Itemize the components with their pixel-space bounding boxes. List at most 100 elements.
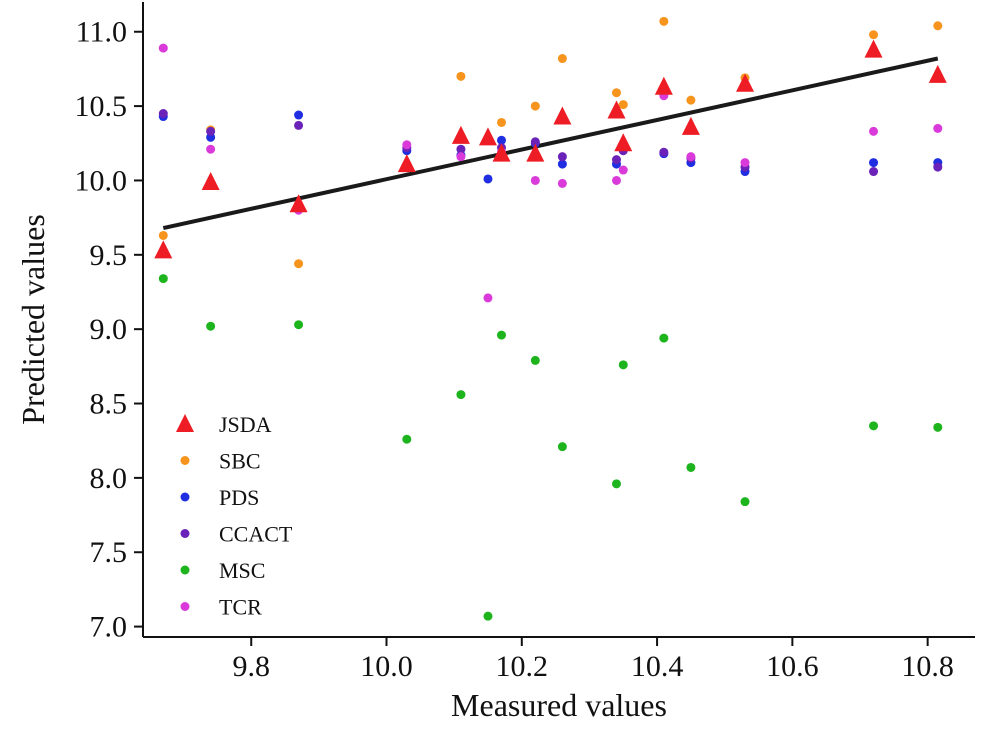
- tcr-point: [158, 43, 168, 53]
- tcr-point: [618, 165, 628, 175]
- legend-label-pds: PDS: [219, 485, 259, 510]
- ccact-point: [557, 152, 567, 162]
- msc-point: [530, 355, 540, 365]
- jsda-point: [654, 76, 673, 95]
- legend-label-tcr: TCR: [219, 595, 262, 620]
- tcr-point: [456, 152, 466, 162]
- legend-label-sbc: SBC: [219, 449, 261, 474]
- jsda-point: [864, 39, 883, 58]
- legend-marker-ccact: [180, 529, 190, 538]
- sbc-point: [158, 230, 168, 240]
- y-tick-label: 7.0: [90, 611, 128, 644]
- msc-point: [294, 320, 304, 330]
- pds-point: [483, 174, 493, 184]
- msc-point: [456, 390, 466, 400]
- sbc-point: [618, 100, 628, 110]
- legend-marker-msc: [180, 565, 190, 575]
- x-tick-label: 10.2: [496, 650, 549, 683]
- msc-point: [740, 497, 750, 507]
- msc-point: [557, 442, 567, 452]
- sbc-point: [933, 21, 943, 31]
- jsda-point: [928, 64, 947, 83]
- legend-label-ccact: CCACT: [219, 522, 293, 547]
- jsda-point: [201, 171, 220, 190]
- series-jsda: [154, 39, 947, 259]
- data-points: [154, 16, 947, 621]
- msc-point: [869, 421, 879, 431]
- jsda-point: [154, 240, 173, 259]
- jsda-point: [736, 73, 755, 92]
- sbc-point: [686, 95, 696, 105]
- pds-point: [497, 135, 507, 145]
- pds-point: [557, 159, 567, 169]
- series-pds: [158, 110, 943, 184]
- legend-label-msc: MSC: [219, 558, 265, 583]
- tcr-point: [740, 158, 750, 168]
- sbc-point: [557, 54, 567, 64]
- ccact-point: [611, 155, 621, 165]
- tcr-point: [933, 123, 943, 133]
- jsda-point: [607, 100, 626, 119]
- jsda-point: [553, 106, 572, 125]
- tcr-point: [611, 175, 621, 185]
- x-tick-label: 10.0: [360, 650, 413, 683]
- tcr-point: [530, 175, 540, 185]
- jsda-point: [526, 143, 545, 162]
- tcr-point: [402, 140, 412, 150]
- sbc-point: [497, 117, 507, 127]
- y-axis-title: Predicted values: [15, 214, 51, 425]
- x-tick-label: 10.8: [901, 650, 954, 683]
- y-tick-label: 10.0: [75, 164, 128, 197]
- y-tick-label: 10.5: [75, 90, 128, 123]
- x-axis-title: Measured values: [451, 687, 667, 723]
- msc-point: [618, 360, 628, 370]
- msc-point: [611, 479, 621, 489]
- y-tick-label: 8.5: [90, 388, 128, 421]
- series-msc: [158, 274, 943, 621]
- sbc-point: [530, 101, 540, 111]
- msc-point: [659, 333, 669, 343]
- tcr-point: [557, 178, 567, 188]
- msc-point: [933, 422, 943, 432]
- msc-point: [206, 321, 216, 331]
- jsda-point: [478, 127, 497, 146]
- ccact-point: [206, 126, 216, 136]
- legend-marker-sbc: [180, 456, 190, 465]
- legend-label-jsda: JSDA: [219, 412, 272, 437]
- tcr-point: [206, 144, 216, 154]
- msc-point: [402, 434, 412, 444]
- pds-point: [294, 110, 304, 120]
- sbc-point: [294, 259, 304, 269]
- ccact-point: [158, 109, 168, 119]
- y-tick-label: 9.0: [90, 313, 128, 346]
- x-tick-label: 10.4: [631, 650, 684, 683]
- ccact-point: [869, 167, 879, 177]
- jsda-point: [397, 154, 416, 173]
- legend-marker-jsda: [176, 414, 194, 432]
- pds-point: [869, 158, 879, 168]
- tcr-point: [869, 126, 879, 136]
- sbc-point: [869, 30, 879, 40]
- msc-point: [483, 611, 493, 621]
- msc-point: [497, 330, 507, 340]
- series-sbc: [158, 16, 943, 269]
- y-tick-label: 7.5: [90, 536, 128, 569]
- tcr-point: [483, 293, 493, 303]
- legend-marker-tcr: [180, 602, 190, 611]
- y-tick-label: 11.0: [76, 16, 127, 49]
- jsda-point: [289, 194, 308, 213]
- ccact-point: [659, 147, 669, 157]
- fit-line-group: [162, 56, 939, 230]
- x-tick-label: 10.6: [766, 650, 819, 683]
- sbc-point: [611, 88, 621, 98]
- y-tick-label: 9.5: [90, 239, 128, 272]
- axes: [142, 2, 975, 638]
- legend-marker-pds: [180, 492, 190, 502]
- jsda-point: [614, 133, 633, 152]
- ccact-point: [530, 137, 540, 147]
- msc-point: [158, 274, 168, 284]
- jsda-point: [681, 116, 700, 135]
- sbc-point: [659, 16, 669, 26]
- ccact-point: [933, 162, 943, 172]
